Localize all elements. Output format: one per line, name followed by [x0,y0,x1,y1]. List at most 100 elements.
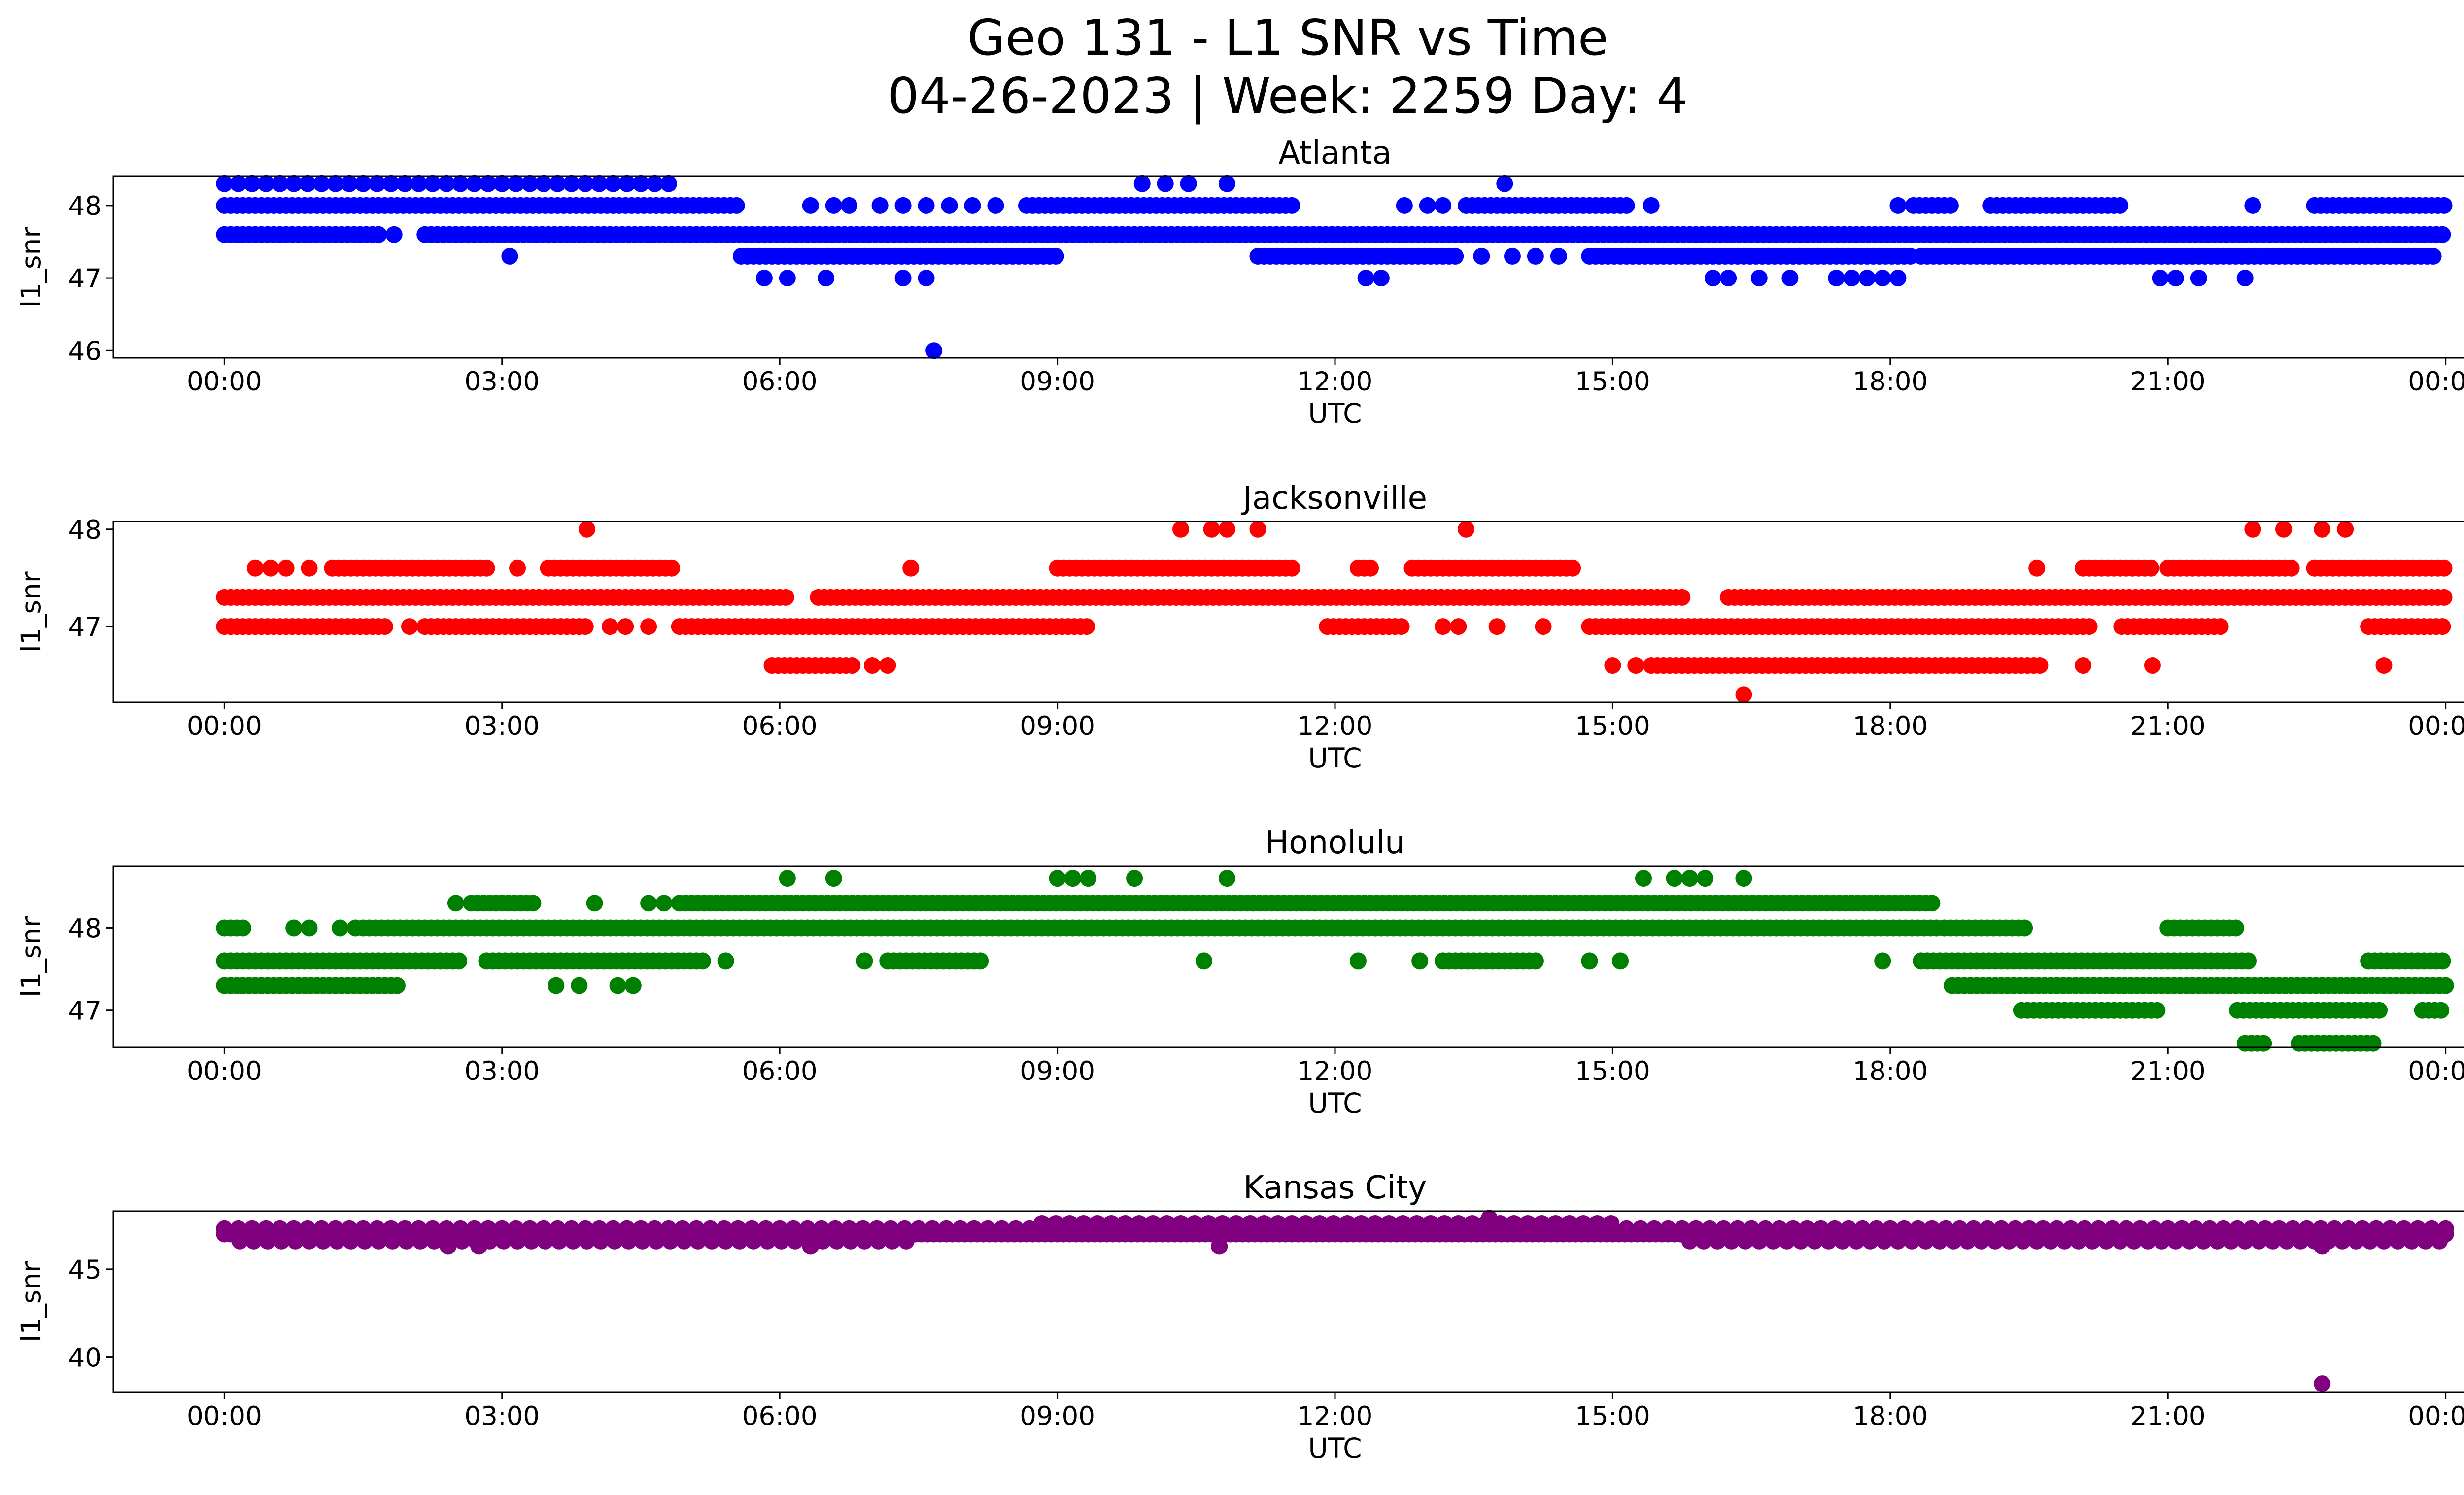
data-point [578,521,595,538]
data-point [620,1232,637,1250]
y-tick-label: 47 [68,996,102,1026]
data-point [1681,870,1698,887]
y-tick-label: 45 [68,1255,102,1285]
data-point [1695,1232,1712,1250]
data-point [703,1232,720,1250]
data-point [1666,870,1683,887]
data-point [1435,618,1452,635]
data-point [2209,1232,2226,1250]
data-point [259,1232,276,1250]
data-point [398,1232,415,1250]
data-point [1349,952,1367,970]
data-point [273,1232,290,1250]
data-point [1750,1232,1768,1250]
data-point [902,559,920,577]
data-point [1903,1232,1920,1250]
data-point [1681,1232,1698,1250]
data-point [2278,1232,2295,1250]
data-point [617,618,634,635]
data-point [918,270,935,287]
data-point [1411,952,1429,970]
data-point [2112,1232,2129,1250]
x-tick-label: 00:00 [187,367,262,397]
data-point [347,919,364,937]
data-point [2432,1002,2450,1019]
figure-subtitle: 04-26-2023 | Week: 2259 Day: 4 [888,67,1688,125]
data-point [1080,870,1097,887]
x-tick-label: 12:00 [1298,367,1373,397]
data-point [262,559,279,577]
data-point [426,1232,443,1250]
data-point [1564,559,1581,577]
data-point [313,175,330,192]
data-point [509,559,526,577]
data-point [2364,1035,2382,1052]
data-point [438,175,455,192]
data-point [2255,1035,2272,1052]
data-point [1876,1232,1893,1250]
data-point [1550,247,1567,265]
x-tick-label: 21:00 [2130,1401,2206,1431]
data-point [2333,1232,2351,1250]
data-point [828,1232,845,1250]
data-point [470,1238,487,1255]
data-point [2434,952,2451,970]
y-tick-label: 47 [68,612,102,642]
data-point [601,618,618,635]
data-point [632,175,650,192]
data-point [2028,559,2046,577]
data-point [341,175,358,192]
data-point [2244,197,2261,214]
data-point [941,197,958,214]
data-point [1973,1232,1990,1250]
data-point [1889,270,1907,287]
data-point [2283,559,2300,577]
x-tick-label: 00:00 [187,711,262,741]
data-point [1618,197,1635,214]
data-point [606,1232,623,1250]
data-point [1792,1232,1810,1250]
data-point [590,175,608,192]
data-point [453,1232,471,1250]
data-point [571,977,588,994]
data-point [1527,952,1544,970]
data-point [1362,559,1379,577]
x-tick-label: 15:00 [1575,1056,1650,1086]
data-point [2236,270,2254,287]
data-point [640,618,657,635]
x-tick-label: 18:00 [1852,1056,1928,1086]
data-point [884,1232,901,1250]
data-point [2112,197,2129,214]
data-point [779,270,796,287]
data-point [897,1232,915,1250]
x-axis-label: UTC [1308,742,1362,774]
data-point [1986,1232,2004,1250]
data-point [2016,919,2033,937]
data-point [918,197,935,214]
data-point [1172,521,1189,538]
data-point [2375,657,2393,674]
x-tick-label: 12:00 [1298,1056,1373,1086]
data-point [609,977,626,994]
panel-title: Atlanta [1278,135,1392,172]
data-point [578,1232,595,1250]
data-point [1357,270,1374,287]
data-point [1458,521,1475,538]
data-point [384,1232,401,1250]
data-point [1834,1232,1851,1250]
data-point [870,1232,887,1250]
data-point [355,175,372,192]
panel-title: Kansas City [1243,1170,1427,1206]
data-point [640,895,657,912]
data-point [2081,618,2098,635]
data-point [2425,247,2442,265]
data-point [2075,657,2092,674]
x-axis-label: UTC [1308,398,1362,429]
data-point [230,175,247,192]
data-point [501,247,518,265]
panel-kansas-city: 00:00 03:00 06:00 09:00 12:00 15:00 18:00 21:00… [15,1170,2464,1464]
x-tick-label: 18:00 [1852,711,1928,741]
data-point [648,1232,665,1250]
data-point [1917,1232,1934,1250]
data-point [493,175,511,192]
